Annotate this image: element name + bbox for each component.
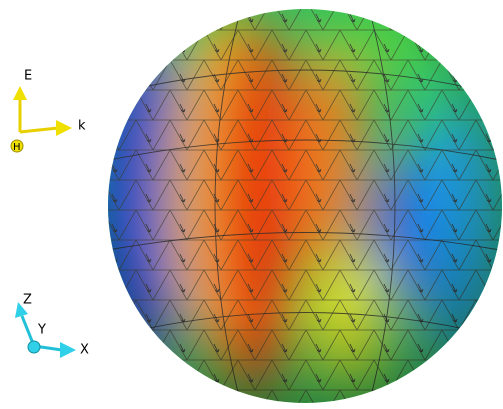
field-label: k [78,119,86,134]
field-label: H [13,142,21,153]
axes-triad [15,302,76,358]
sphere [108,9,502,403]
axis-label: X [80,343,89,358]
axis-label: Z [23,293,32,308]
field-label: E [24,69,32,84]
axis-label: Y [37,323,46,338]
field-triad [10,86,72,153]
